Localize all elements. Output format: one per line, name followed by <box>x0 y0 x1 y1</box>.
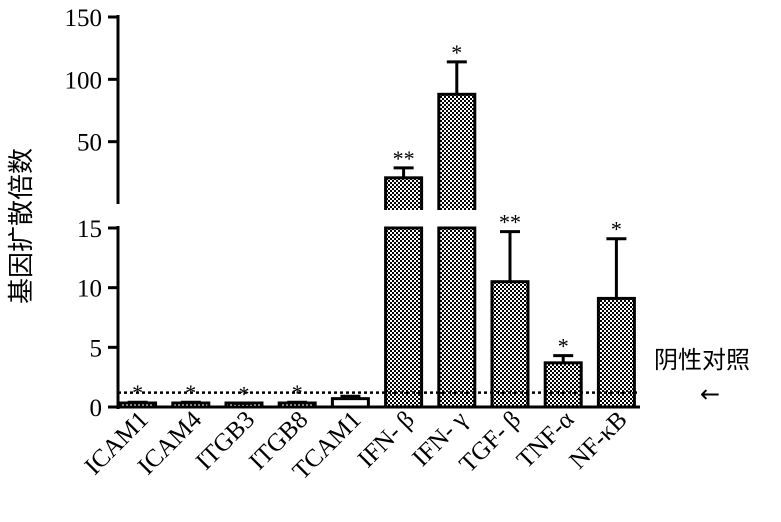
bar <box>437 92 477 220</box>
y-tick-label: 50 <box>77 130 102 157</box>
significance-mark: ** <box>393 146 415 171</box>
significance-mark: * <box>185 380 196 405</box>
bar-break-gap <box>381 210 426 224</box>
bar <box>596 296 636 409</box>
significance-mark: * <box>239 381 250 406</box>
y-axis: 0 5 10 15 50 100 150 <box>65 5 120 422</box>
y-tick-label: 100 <box>65 67 103 94</box>
y-tick-label: 10 <box>77 276 102 303</box>
x-tick-label: ITGB3 <box>191 406 260 475</box>
annotations: * * * ******** <box>118 40 640 406</box>
significance-mark: ** <box>499 210 521 235</box>
y-tick-label: 15 <box>77 216 102 243</box>
y-axis-label: 基因扩散倍数 <box>7 148 37 304</box>
x-tick-label: TNF-α <box>512 406 580 474</box>
significance-mark: * <box>558 334 569 359</box>
bars <box>118 60 636 409</box>
x-tick-label: TGF- β <box>454 406 526 478</box>
bar <box>384 226 424 409</box>
bar <box>543 361 583 409</box>
y-tick-label: 150 <box>65 5 103 32</box>
y-tick-label: 0 <box>90 395 103 422</box>
bar <box>437 226 477 409</box>
bar <box>490 280 530 409</box>
bar-break-gap <box>434 210 479 224</box>
reference-line-label: 阴性对照 <box>654 346 750 374</box>
y-tick-label: 5 <box>90 335 103 362</box>
significance-mark: * <box>451 40 462 65</box>
significance-mark: * <box>132 380 143 405</box>
x-tick-label: IFN- β <box>353 406 420 473</box>
significance-mark: * <box>611 217 622 242</box>
significance-mark: * <box>292 380 303 405</box>
x-tick-label: NF-κB <box>564 406 632 474</box>
legend-arrow: ← <box>700 380 720 408</box>
